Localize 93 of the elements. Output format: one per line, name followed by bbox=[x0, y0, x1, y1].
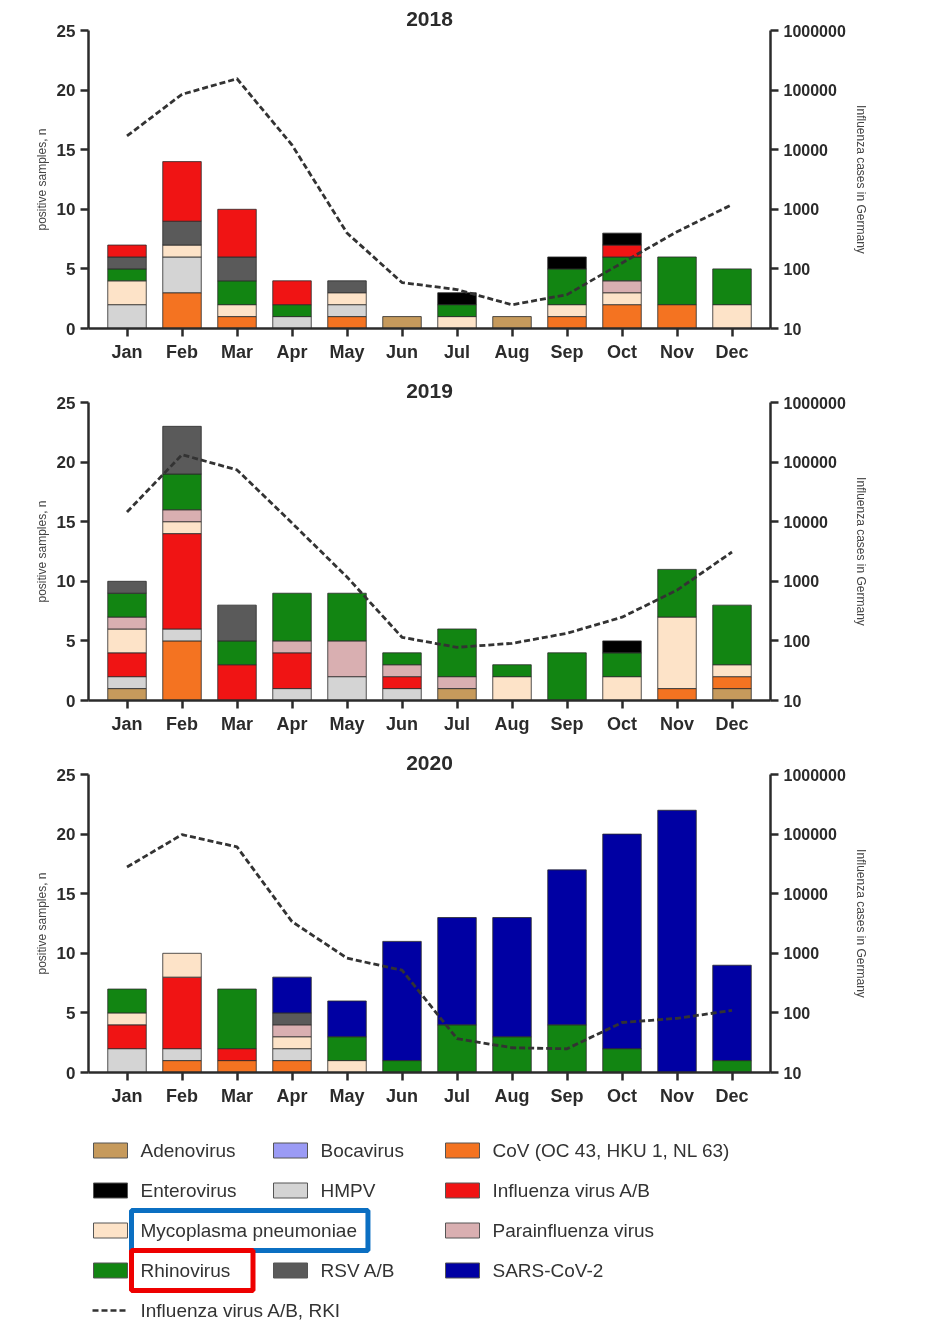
legend-label: Influenza virus A/B, RKI bbox=[140, 1300, 341, 1321]
x-tick-label: Aug bbox=[494, 341, 530, 362]
x-tick-label: Jan bbox=[111, 1085, 143, 1106]
y-tick-label: 10 bbox=[56, 572, 76, 592]
y2-tick-label: 1000000 bbox=[783, 394, 846, 412]
y2-tick-label: 100 bbox=[783, 632, 811, 650]
y-axis-title: positive samples, n bbox=[34, 128, 49, 231]
x-tick-label: Apr bbox=[276, 1085, 308, 1106]
x-tick-label: Jul bbox=[444, 713, 471, 734]
y2-tick-label: 10000 bbox=[783, 513, 829, 531]
x-tick-label: Apr bbox=[276, 341, 308, 362]
x-tick-label: Jul bbox=[444, 341, 471, 362]
x-tick-label: Nov bbox=[660, 341, 695, 362]
x-tick-label: Feb bbox=[166, 341, 199, 362]
y-tick-label: 25 bbox=[56, 21, 76, 41]
legend-label: Adenovirus bbox=[140, 1140, 236, 1161]
x-tick-label: Jun bbox=[386, 341, 419, 362]
x-tick-label: Sep bbox=[550, 341, 584, 362]
x-tick-label: Dec bbox=[715, 713, 749, 734]
x-tick-label: Jul bbox=[444, 1085, 471, 1106]
y2-axis-title: Influenza cases in Germany bbox=[853, 849, 868, 998]
x-tick-label: Oct bbox=[607, 1085, 638, 1106]
chart-title: 2020 bbox=[406, 750, 453, 774]
x-tick-label: Jan bbox=[111, 713, 143, 734]
legend-label: Bocavirus bbox=[320, 1140, 404, 1161]
y-tick-label: 10 bbox=[56, 200, 76, 220]
x-tick-label: May bbox=[329, 341, 365, 362]
y-tick-label: 0 bbox=[66, 691, 76, 711]
y-tick-label: 25 bbox=[56, 393, 76, 413]
legend-label: Rhinovirus bbox=[140, 1260, 231, 1281]
y-tick-label: 20 bbox=[56, 81, 76, 101]
y-tick-label: 15 bbox=[56, 884, 76, 904]
y2-tick-label: 10 bbox=[783, 320, 802, 338]
x-tick-label: May bbox=[329, 1085, 365, 1106]
x-tick-label: Apr bbox=[276, 713, 308, 734]
y2-tick-label: 1000000 bbox=[783, 766, 846, 784]
legend-label: Influenza virus A/B bbox=[492, 1180, 650, 1201]
y-tick-label: 0 bbox=[66, 319, 76, 339]
y2-axis-title: Influenza cases in Germany bbox=[853, 105, 868, 254]
legend-label: Mycoplasma pneumoniae bbox=[140, 1220, 358, 1241]
y2-tick-label: 100 bbox=[783, 1004, 811, 1022]
x-tick-label: Feb bbox=[166, 713, 199, 734]
y2-tick-label: 10000 bbox=[783, 141, 829, 159]
y-tick-label: 25 bbox=[56, 765, 76, 785]
y2-tick-label: 1000 bbox=[783, 201, 820, 219]
y2-tick-label: 10000 bbox=[783, 885, 829, 903]
legend-label: Enterovirus bbox=[140, 1180, 237, 1201]
y2-tick-label: 100000 bbox=[783, 82, 837, 100]
legend-label: Parainfluenza virus bbox=[492, 1220, 655, 1241]
y-tick-label: 5 bbox=[66, 1003, 76, 1023]
x-tick-label: Aug bbox=[494, 713, 530, 734]
y-tick-label: 15 bbox=[56, 512, 76, 532]
y-tick-label: 10 bbox=[56, 944, 76, 964]
chart-title: 2018 bbox=[406, 6, 454, 30]
y2-tick-label: 1000000 bbox=[783, 22, 846, 40]
x-tick-label: Nov bbox=[660, 713, 695, 734]
y2-tick-label: 100000 bbox=[783, 826, 837, 844]
y-tick-label: 20 bbox=[56, 453, 76, 473]
y2-tick-label: 10 bbox=[783, 1064, 802, 1082]
legend-label: SARS-CoV-2 bbox=[492, 1260, 604, 1281]
y-axis-title: positive samples, n bbox=[34, 500, 49, 603]
x-tick-label: Jan bbox=[111, 341, 143, 362]
y2-tick-label: 10 bbox=[783, 692, 802, 710]
y-axis-title: positive samples, n bbox=[34, 872, 49, 975]
y2-axis-title: Influenza cases in Germany bbox=[853, 477, 868, 626]
x-tick-label: Nov bbox=[660, 1085, 695, 1106]
x-tick-label: Sep bbox=[550, 713, 584, 734]
x-tick-label: Sep bbox=[550, 1085, 584, 1106]
x-tick-label: Mar bbox=[221, 1085, 254, 1106]
y-tick-label: 5 bbox=[66, 259, 76, 279]
chart-title: 2019 bbox=[406, 378, 453, 402]
x-tick-label: Feb bbox=[166, 1085, 199, 1106]
y-tick-label: 20 bbox=[56, 825, 76, 845]
y2-tick-label: 100000 bbox=[783, 454, 837, 472]
y-tick-label: 0 bbox=[66, 1063, 76, 1083]
x-tick-label: Jun bbox=[386, 1085, 419, 1106]
x-tick-label: Mar bbox=[221, 713, 254, 734]
x-tick-label: Dec bbox=[715, 1085, 749, 1106]
y2-tick-label: 1000 bbox=[783, 573, 820, 591]
x-tick-label: Dec bbox=[715, 341, 749, 362]
y-tick-label: 15 bbox=[56, 140, 76, 160]
x-tick-label: Jun bbox=[386, 713, 419, 734]
y2-tick-label: 1000 bbox=[783, 945, 820, 963]
x-tick-label: Oct bbox=[607, 713, 638, 734]
legend-label: HMPV bbox=[320, 1180, 376, 1201]
legend-label: CoV (OC 43, HKU 1, NL 63) bbox=[492, 1140, 730, 1161]
y-tick-label: 5 bbox=[66, 631, 76, 651]
x-tick-label: Aug bbox=[494, 1085, 530, 1106]
x-tick-label: Mar bbox=[221, 341, 254, 362]
x-tick-label: Oct bbox=[607, 341, 638, 362]
y2-tick-label: 100 bbox=[783, 260, 811, 278]
x-tick-label: May bbox=[329, 713, 365, 734]
legend-label: RSV A/B bbox=[320, 1260, 395, 1281]
